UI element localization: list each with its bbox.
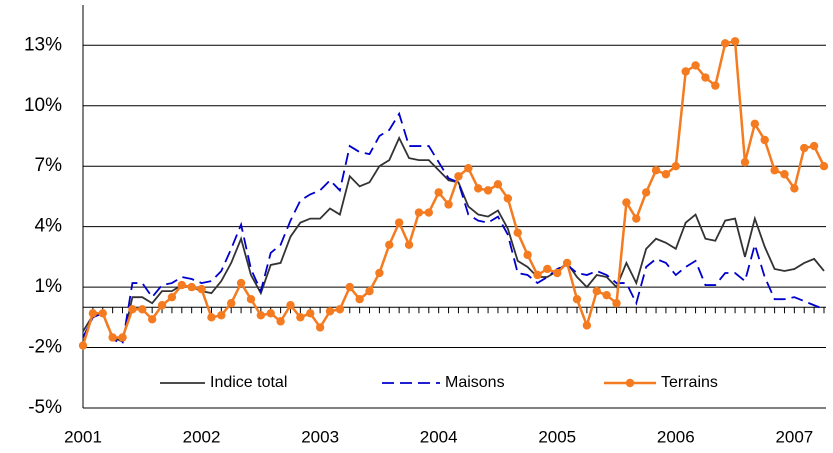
series-marker: [790, 184, 799, 193]
x-tick-label: 2007: [775, 427, 813, 446]
legend-marker: [625, 378, 635, 388]
series-marker: [711, 81, 720, 90]
series-marker: [286, 301, 295, 310]
series-marker: [612, 299, 621, 308]
series-marker: [582, 321, 592, 330]
series-marker: [671, 162, 680, 171]
series-marker: [138, 305, 147, 314]
y-tick-label: -5%: [28, 397, 62, 418]
series-marker: [434, 188, 443, 197]
series-marker: [819, 162, 829, 171]
series-marker: [385, 240, 394, 249]
series-line: [82, 111, 825, 345]
series-marker: [236, 278, 246, 288]
series-marker: [217, 311, 226, 320]
series-marker: [474, 184, 483, 193]
series-marker: [246, 294, 256, 304]
series-marker: [414, 208, 424, 217]
series-marker: [394, 218, 404, 227]
series-marker: [187, 282, 196, 292]
series-marker: [118, 333, 127, 342]
series-marker: [750, 119, 760, 129]
series-marker: [157, 301, 167, 310]
series-marker: [651, 166, 661, 175]
series-marker: [108, 333, 117, 342]
series-line: [81, 39, 826, 346]
series-marker: [306, 309, 315, 318]
series-marker: [98, 309, 107, 318]
series-marker: [207, 313, 216, 322]
series-marker: [444, 200, 453, 209]
series-marker: [315, 323, 325, 332]
series-marker: [780, 170, 789, 179]
x-tick-label: 2001: [64, 427, 102, 446]
series-marker: [335, 305, 345, 314]
series-marker: [513, 228, 522, 237]
series-marker: [325, 307, 335, 316]
series-marker: [730, 37, 740, 46]
y-tick-label: 13%: [24, 34, 62, 55]
series-marker: [809, 141, 819, 151]
series-line: [82, 135, 825, 343]
series-marker: [562, 258, 572, 268]
x-tick-label: 2005: [538, 427, 576, 446]
series-marker: [661, 170, 671, 179]
series-marker: [88, 309, 98, 318]
series-marker: [721, 39, 730, 48]
series-marker: [553, 268, 562, 278]
series-marker: [641, 188, 651, 197]
y-tick-label: 10%: [24, 95, 62, 116]
series-marker: [256, 311, 266, 320]
series-marker: [701, 73, 710, 82]
series-marker: [404, 240, 414, 249]
series-marker: [355, 294, 364, 304]
x-tick-label: 2004: [420, 427, 458, 446]
series-marker: [602, 290, 611, 300]
series-marker: [800, 143, 809, 153]
series-marker: [177, 280, 186, 290]
series-marker: [503, 194, 513, 203]
series-marker: [632, 214, 641, 223]
series-marker: [375, 268, 384, 278]
series-marker: [464, 164, 473, 173]
legend-label: Maisons: [445, 374, 505, 391]
y-tick-label: 1%: [35, 276, 63, 297]
legend-label: Terrains: [661, 374, 718, 391]
series-marker: [483, 186, 493, 195]
series-marker: [296, 313, 305, 322]
series-marker: [760, 135, 769, 145]
x-tick-label: 2006: [657, 427, 695, 446]
series-marker: [266, 309, 275, 318]
y-tick-label: -2%: [28, 337, 62, 358]
x-tick-label: 2003: [301, 427, 339, 446]
series-marker: [78, 341, 88, 350]
y-tick-label: 4%: [35, 216, 63, 237]
series-marker: [167, 292, 177, 302]
series-marker: [128, 305, 137, 314]
series-marker: [454, 172, 463, 181]
series-marker: [147, 315, 157, 324]
series-marker: [523, 250, 532, 260]
legend-label: Indice total: [210, 374, 287, 391]
series-marker: [543, 264, 552, 274]
x-tick-label: 2002: [183, 427, 221, 446]
series-marker: [770, 166, 779, 175]
series-marker: [493, 180, 503, 189]
series-marker: [345, 282, 354, 292]
series-marker: [227, 299, 236, 308]
series-marker: [533, 270, 542, 280]
series-marker: [592, 286, 601, 296]
series-marker: [424, 208, 433, 217]
series-marker: [681, 67, 690, 76]
y-tick-label: 7%: [35, 155, 63, 176]
series-marker: [276, 317, 285, 326]
series-marker: [691, 61, 700, 70]
series-marker: [572, 294, 582, 304]
series-marker: [622, 198, 631, 207]
series-marker: [197, 284, 206, 294]
series-marker: [740, 157, 750, 167]
series-marker: [365, 286, 374, 296]
